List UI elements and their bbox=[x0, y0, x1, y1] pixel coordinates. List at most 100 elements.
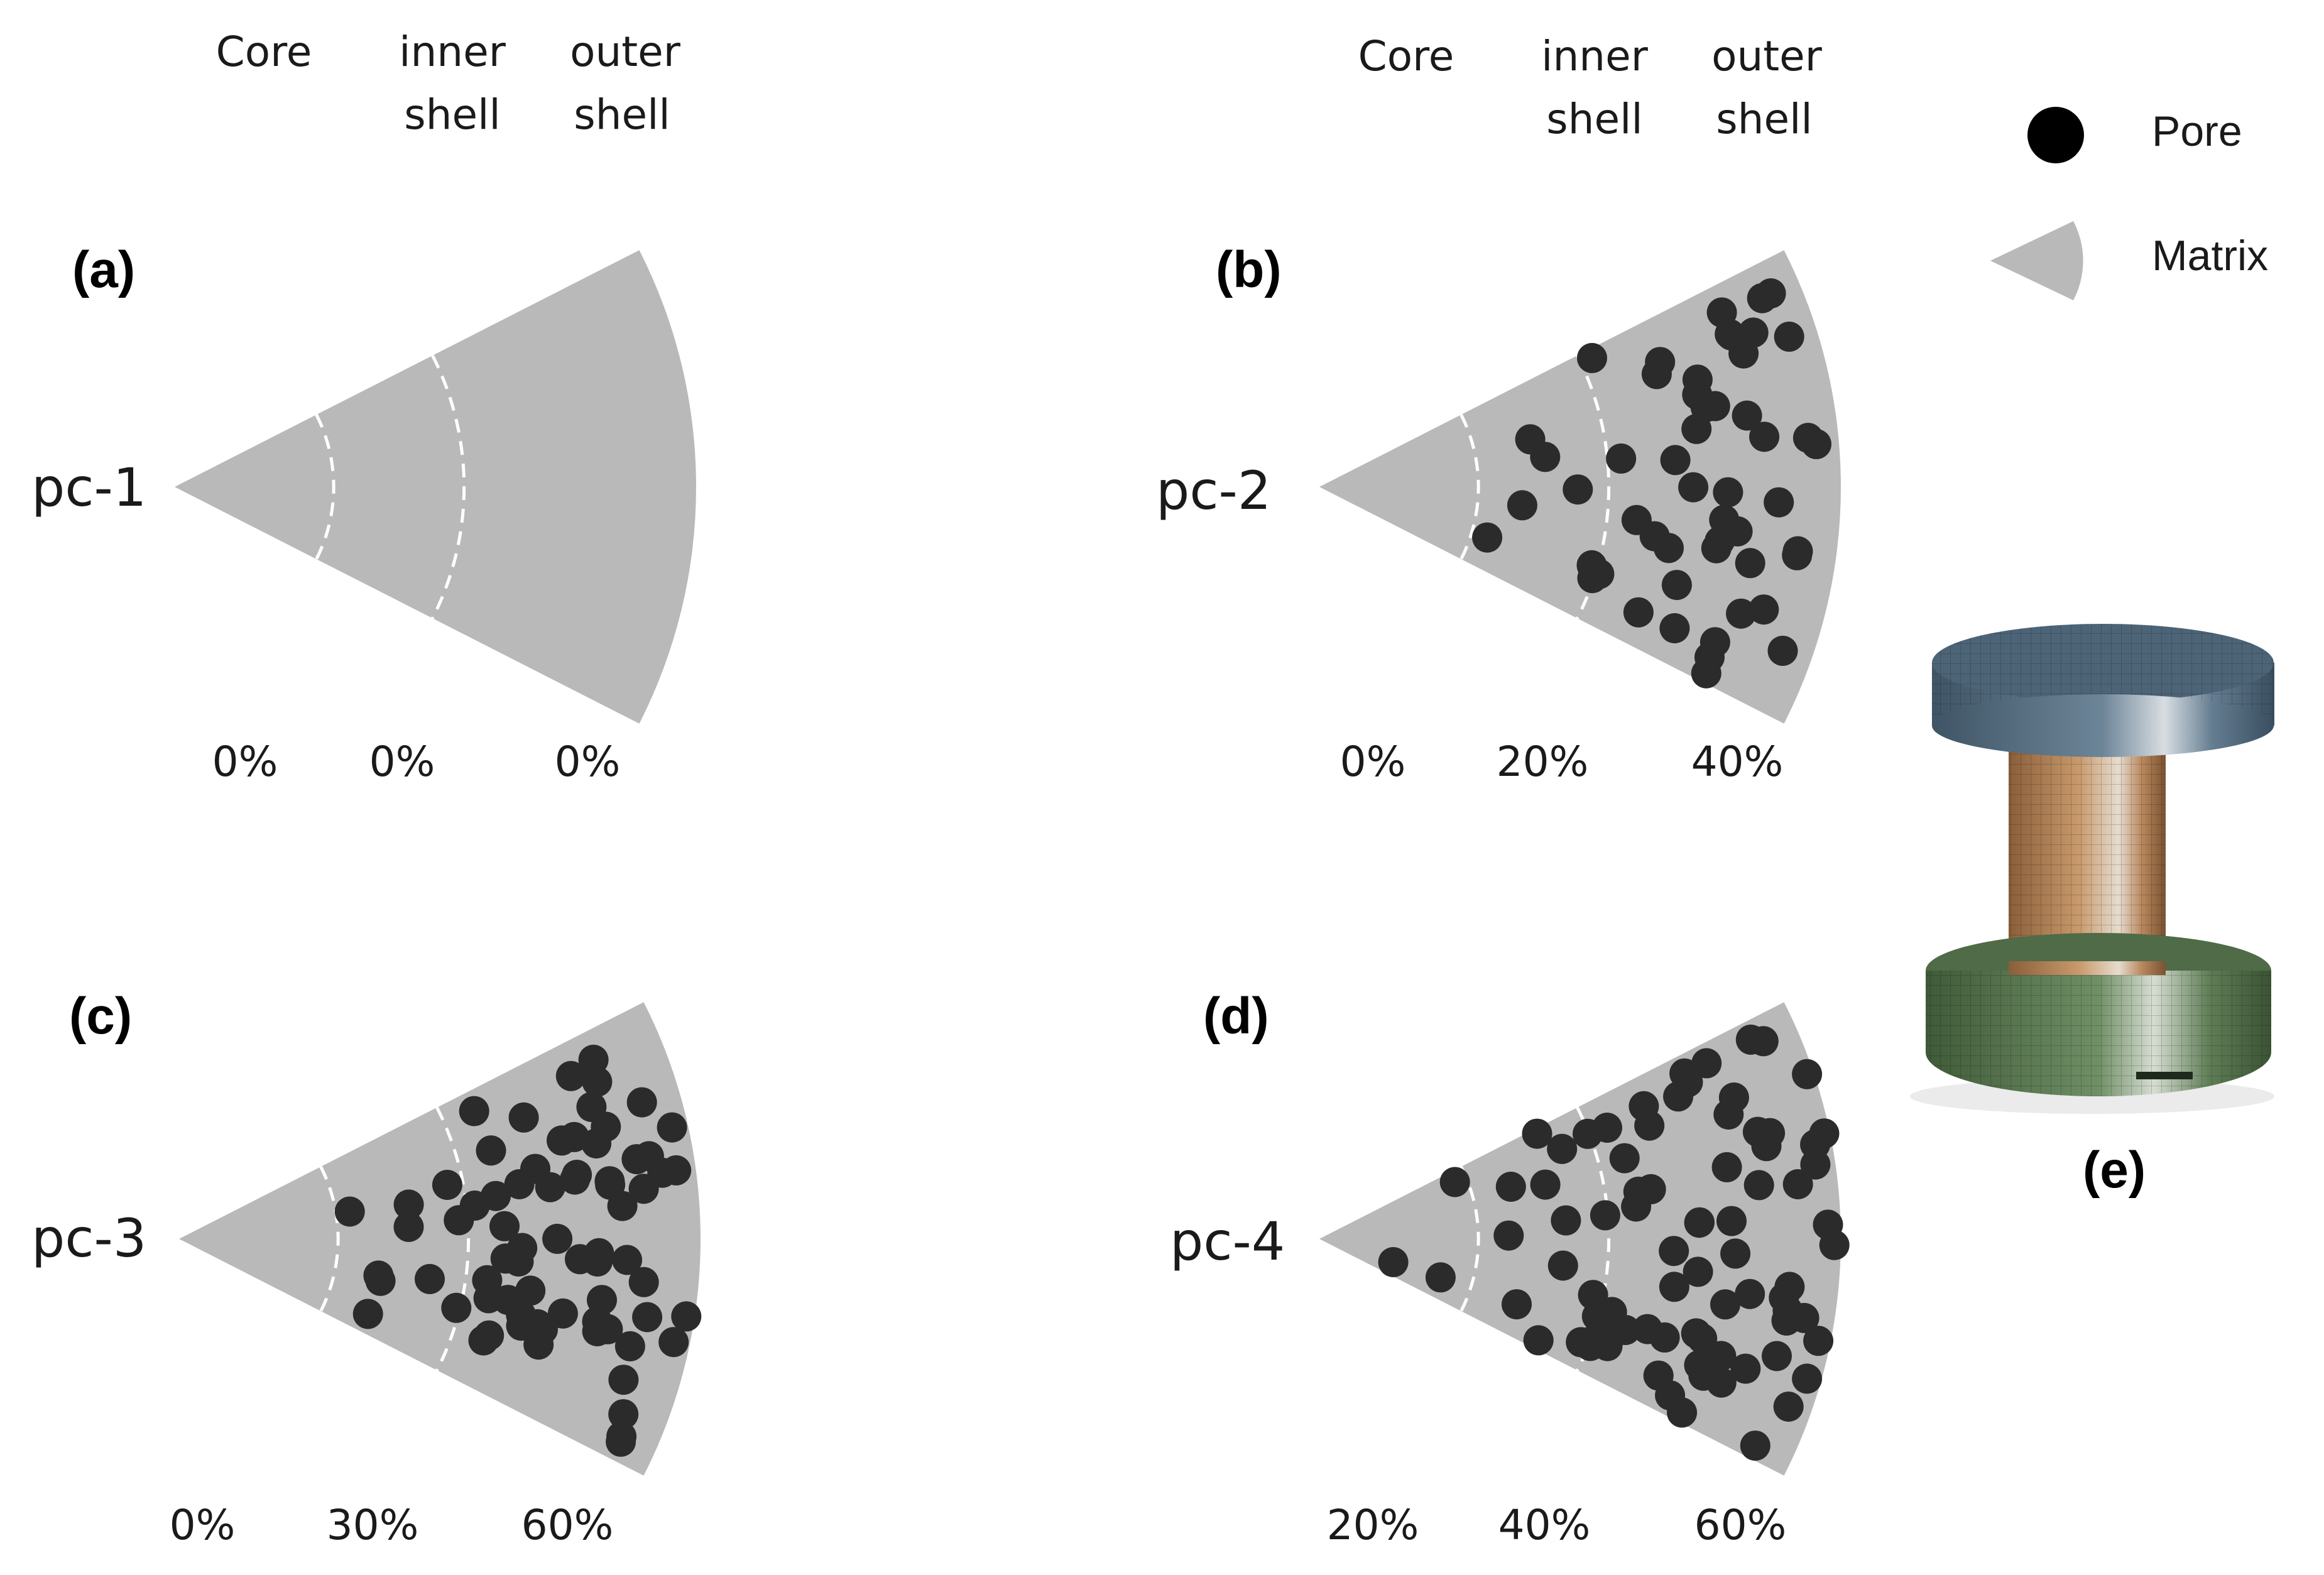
pore bbox=[1563, 474, 1593, 505]
panel-label-b: (b) bbox=[1216, 241, 1282, 298]
pore bbox=[1547, 1133, 1578, 1164]
legend-matrix-marker bbox=[1990, 221, 2083, 300]
header-outer-shell: shell bbox=[574, 90, 670, 139]
header-inner-shell: shell bbox=[404, 90, 501, 139]
pore-cluster bbox=[334, 1044, 702, 1457]
pore bbox=[1801, 428, 1831, 459]
pore bbox=[1632, 1314, 1663, 1344]
pore bbox=[1661, 570, 1692, 601]
pore bbox=[1641, 359, 1672, 390]
pore bbox=[334, 1196, 365, 1227]
panel-d: (d) pc-4 20% 40% 60% bbox=[1170, 988, 1850, 1549]
pore bbox=[1699, 627, 1730, 658]
pore bbox=[1711, 1152, 1742, 1182]
pore bbox=[1681, 413, 1712, 444]
pore bbox=[1623, 597, 1654, 628]
pore bbox=[1530, 1169, 1561, 1200]
core-inner-boundary bbox=[315, 413, 336, 560]
pore bbox=[633, 1141, 664, 1172]
pore bbox=[1803, 1326, 1834, 1356]
pore bbox=[1764, 487, 1794, 518]
pore bbox=[1749, 422, 1780, 452]
pore bbox=[1584, 559, 1615, 589]
header-inner: inner bbox=[1541, 32, 1649, 80]
pore bbox=[1522, 1118, 1552, 1149]
zone-headers-left: Core inner shell outer shell bbox=[216, 28, 681, 139]
pore bbox=[1623, 1176, 1654, 1207]
core-inner-boundary bbox=[1459, 1165, 1480, 1312]
pore bbox=[1743, 1170, 1774, 1201]
porosity-core: 0% bbox=[170, 1501, 236, 1549]
pore bbox=[1655, 1380, 1686, 1411]
pore bbox=[1378, 1247, 1409, 1277]
pore bbox=[608, 1365, 639, 1395]
pore bbox=[1715, 319, 1745, 349]
pore bbox=[1774, 321, 1804, 352]
pore bbox=[473, 1283, 504, 1314]
top-ring bbox=[1932, 624, 2274, 757]
pore bbox=[1691, 658, 1721, 689]
pore bbox=[1732, 400, 1762, 431]
pore bbox=[1654, 533, 1684, 564]
header-outer-shell: shell bbox=[1716, 95, 1813, 143]
panel-label-c: (c) bbox=[69, 988, 132, 1045]
header-outer: outer bbox=[1711, 32, 1823, 80]
pore bbox=[628, 1267, 659, 1297]
matrix-sector bbox=[1319, 1002, 1841, 1476]
pore bbox=[506, 1300, 537, 1331]
pore bbox=[1687, 1323, 1718, 1354]
pore bbox=[1684, 1349, 1715, 1380]
pore bbox=[1551, 1205, 1581, 1236]
bottom-ring bbox=[1926, 933, 2271, 1096]
panel-e-specimen-model: (e) bbox=[1910, 624, 2274, 1199]
pore bbox=[489, 1211, 520, 1241]
pore bbox=[614, 1331, 645, 1361]
pore bbox=[628, 1174, 659, 1204]
panel-a: (a) pc-1 0% 0% 0% bbox=[31, 241, 697, 786]
pore bbox=[555, 1060, 586, 1091]
pore bbox=[363, 1260, 394, 1291]
pore bbox=[1609, 1143, 1640, 1174]
pore bbox=[1659, 1272, 1689, 1302]
pore bbox=[1575, 1331, 1606, 1361]
pore bbox=[582, 1316, 613, 1346]
pore bbox=[1740, 1431, 1770, 1461]
pore bbox=[1735, 1024, 1766, 1055]
porosity-core: 20% bbox=[1327, 1501, 1419, 1549]
pore bbox=[1782, 536, 1813, 567]
pore bbox=[1699, 391, 1730, 422]
pore bbox=[606, 1426, 636, 1457]
porosity-outer-shell: 0% bbox=[555, 738, 621, 786]
pore bbox=[1701, 533, 1732, 564]
pore bbox=[476, 1135, 506, 1166]
header-core: Core bbox=[1358, 32, 1454, 80]
pore bbox=[582, 1246, 613, 1277]
pore bbox=[1660, 445, 1691, 476]
pore bbox=[1493, 1220, 1524, 1251]
pore bbox=[352, 1299, 383, 1329]
pore bbox=[508, 1102, 539, 1133]
pore bbox=[415, 1263, 445, 1294]
pore bbox=[523, 1329, 554, 1360]
header-core: Core bbox=[216, 28, 312, 76]
pore bbox=[1747, 283, 1777, 313]
pore bbox=[1547, 1250, 1578, 1281]
pore bbox=[1792, 1059, 1823, 1089]
panel-label-d: (d) bbox=[1203, 988, 1269, 1045]
panel-c: (c) pc-3 0% 30% 60% bbox=[31, 988, 702, 1549]
pore-cluster bbox=[1378, 1024, 1850, 1461]
header-inner: inner bbox=[399, 28, 506, 76]
pore bbox=[607, 1191, 638, 1221]
pore bbox=[582, 1066, 613, 1097]
pore bbox=[459, 1191, 490, 1221]
porosity-outer-shell: 60% bbox=[1694, 1501, 1787, 1549]
zone-headers-right: Core inner shell outer shell bbox=[1358, 32, 1823, 143]
pore bbox=[1691, 1048, 1722, 1079]
sample-label-pc-2: pc-2 bbox=[1156, 460, 1271, 521]
pore bbox=[671, 1301, 702, 1332]
pore bbox=[1659, 1236, 1689, 1267]
core-inner-boundary bbox=[1459, 413, 1480, 560]
pore bbox=[1683, 1256, 1713, 1287]
porosity-core: 0% bbox=[212, 738, 278, 786]
